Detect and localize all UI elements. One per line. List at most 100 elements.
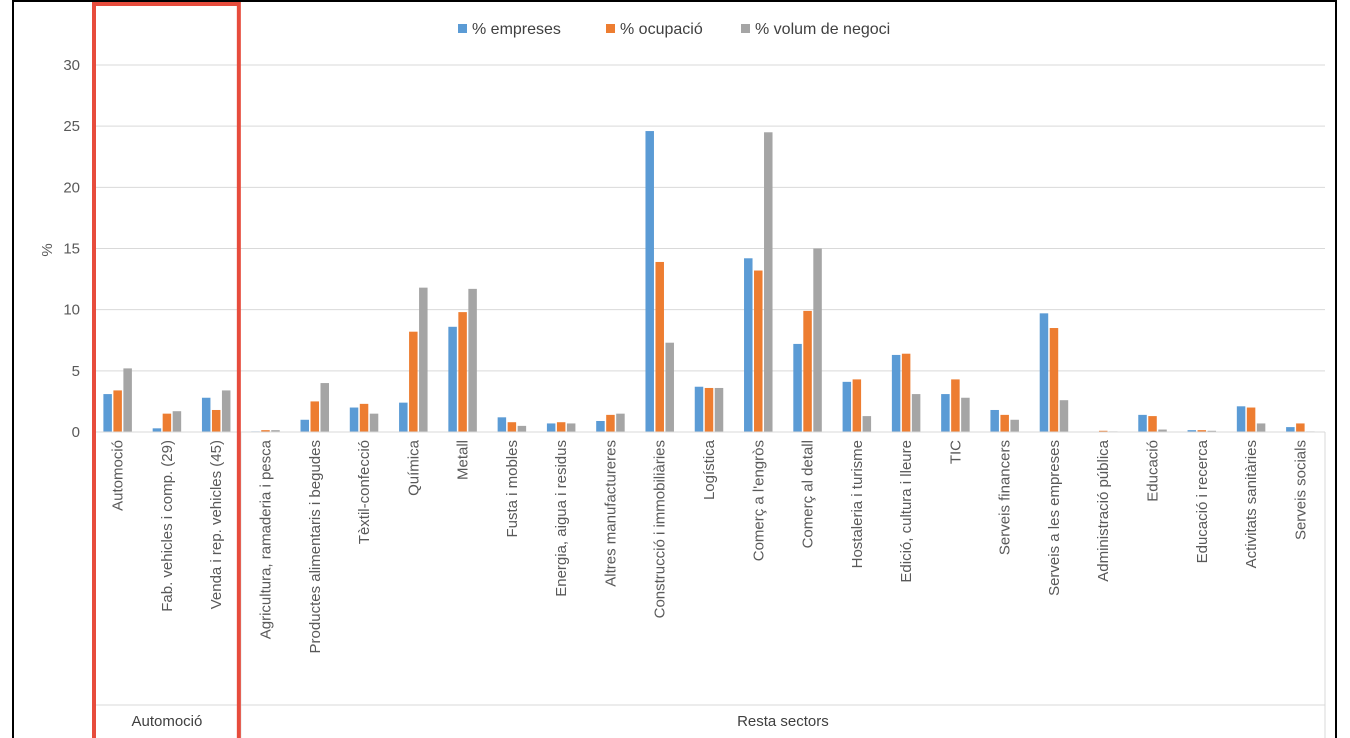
bar-volum-negoci	[665, 342, 674, 432]
bar-ocupacio	[113, 390, 122, 432]
x-tick-label: Altres manufactureres	[602, 440, 619, 587]
x-tick-label: Hostaleria i turisme	[849, 440, 866, 568]
bar-empreses	[300, 419, 310, 432]
gridlines	[93, 64, 1325, 372]
bar-volum-negoci	[911, 394, 921, 432]
legend-swatch	[741, 24, 750, 33]
bar-volum-negoci	[172, 411, 182, 432]
bar-ocupacio	[359, 403, 369, 432]
bar-ocupacio	[852, 379, 862, 432]
bar-volum-negoci	[764, 132, 773, 433]
bar-volum-negoci	[320, 383, 330, 432]
category-groups: Automoció Resta sectors	[92, 2, 829, 738]
bar-ocupacio	[261, 430, 270, 432]
bar-empreses	[201, 397, 211, 432]
bar-empreses	[497, 417, 507, 432]
bar-empreses	[546, 423, 556, 432]
bar-empreses	[1039, 313, 1049, 432]
bar-empreses	[1138, 414, 1147, 432]
x-tick-label: Educació	[1145, 440, 1162, 502]
bar-empreses	[1236, 406, 1246, 432]
bar-empreses	[842, 381, 852, 432]
bar-volum-negoci	[221, 390, 231, 432]
bar-volum-negoci	[468, 288, 477, 432]
axes: % 0 5 10 15 20 25 30 Automoció Fab. vehicles i c…	[39, 57, 1326, 738]
bar-ocupacio	[409, 331, 418, 432]
bar-volum-negoci	[369, 413, 379, 432]
x-tick-label: Productes alimentaris i begudes	[307, 440, 324, 653]
legend-label: % ocupació	[620, 21, 703, 38]
x-tick-label: Administració pública	[1095, 439, 1112, 581]
x-tick-label: Química	[405, 439, 422, 496]
y-axis-label: %	[39, 243, 56, 256]
bar-ocupacio	[556, 422, 566, 432]
x-tick-label: Edició, cultura i lleure	[898, 440, 915, 583]
bar-volum-negoci	[961, 397, 970, 432]
bar-ocupacio	[1000, 414, 1009, 432]
bar-empreses	[596, 420, 605, 432]
y-tick-label: 0	[72, 424, 80, 441]
legend-label: % empreses	[472, 21, 561, 38]
bar-ocupacio	[310, 401, 320, 432]
bar-volum-negoci	[616, 413, 625, 432]
bar-empreses	[448, 326, 457, 432]
y-tick-label: 25	[63, 118, 80, 135]
x-tick-label: Serveis financers	[997, 440, 1014, 555]
x-tick-label: Fab. vehicles i comp. (29)	[159, 440, 176, 612]
x-tick-label: Fusta i mobles	[504, 440, 521, 538]
bar-empreses	[152, 428, 162, 432]
bar-empreses	[645, 131, 654, 432]
bar-volum-negoci	[517, 425, 527, 432]
x-tick-label: Serveis a les empreses	[1046, 440, 1063, 596]
bar-ocupacio	[1197, 430, 1207, 432]
bar-ocupacio	[1246, 407, 1256, 432]
bar-empreses	[891, 354, 901, 432]
x-tick-label: Logística	[701, 439, 718, 500]
x-tick-label: Venda i rep. vehicles (45)	[208, 440, 225, 609]
bar-empreses	[1187, 430, 1197, 432]
bar-ocupacio	[704, 387, 714, 432]
bar-volum-negoci	[862, 416, 872, 432]
bar-empreses	[744, 258, 753, 432]
bar-empreses	[990, 409, 999, 432]
bar-empreses	[1286, 427, 1295, 432]
bar-ocupacio	[162, 413, 172, 432]
bar-empreses	[941, 394, 950, 432]
bar-volum-negoci	[1010, 419, 1019, 432]
x-tick-label: Comerç al detall	[800, 440, 817, 548]
bar-ocupacio	[951, 379, 960, 432]
bar-ocupacio	[901, 353, 911, 432]
bar-volum-negoci	[813, 248, 822, 432]
bar-volum-negoci	[419, 287, 428, 432]
legend-label: % volum de negoci	[755, 21, 890, 38]
bar-ocupacio	[458, 312, 467, 432]
y-tick-label: 5	[72, 363, 80, 380]
group-label: Automoció	[131, 713, 202, 730]
legend-swatch	[458, 24, 467, 33]
bar-empreses	[399, 402, 408, 432]
bar-volum-negoci	[1207, 430, 1217, 432]
y-tick-label: 10	[63, 302, 80, 319]
bar-ocupacio	[655, 261, 664, 432]
legend-swatch	[606, 24, 615, 33]
bar-ocupacio	[1296, 423, 1305, 432]
bar-volum-negoci	[566, 423, 576, 432]
x-tick-label: Comerç a l'engròs	[750, 440, 767, 561]
x-tick-label: Tèxtil-confecció	[356, 440, 373, 544]
legend: % empreses % ocupació % volum de negoci	[458, 21, 890, 38]
bar-empreses	[793, 343, 802, 432]
y-tick-label: 15	[63, 241, 80, 258]
x-tick-label: Automoció	[110, 440, 127, 511]
bar-volum-negoci	[1256, 423, 1266, 432]
bar-ocupacio	[606, 414, 615, 432]
bar-empreses	[694, 386, 704, 432]
bar-volum-negoci	[1158, 429, 1167, 432]
bars	[103, 131, 1315, 433]
bar-volum-negoci	[123, 368, 132, 432]
x-tick-label: Agricultura, ramaderia i pesca	[257, 439, 274, 639]
bar-empreses	[349, 407, 359, 432]
bar-volum-negoci	[1059, 400, 1069, 432]
x-tick-label: Energia, aigua i residus	[553, 440, 570, 597]
bar-ocupacio	[803, 310, 812, 432]
